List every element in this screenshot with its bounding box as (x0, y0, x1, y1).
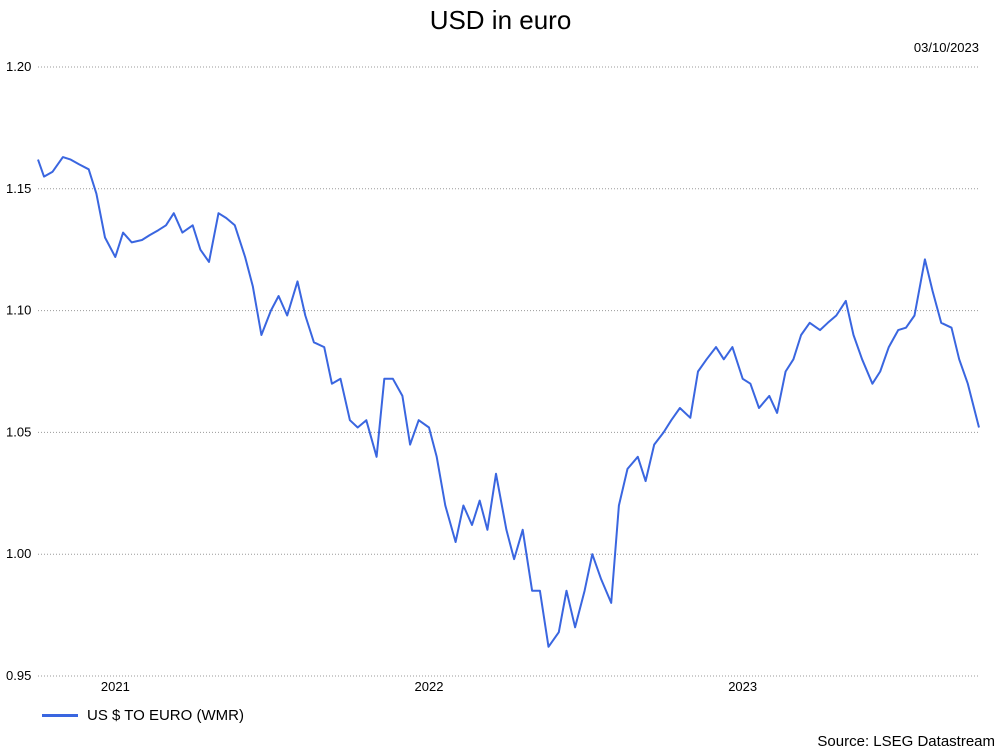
chart-date-label: 03/10/2023 (913, 40, 979, 55)
legend-swatch (42, 714, 78, 717)
y-tick-label: 1.05 (6, 424, 31, 439)
y-tick-label: 1.10 (6, 303, 31, 318)
x-tick-label: 2021 (101, 679, 130, 694)
legend: US $ TO EURO (WMR) (42, 707, 244, 724)
y-tick-label: 1.00 (6, 546, 31, 561)
source-note: Source: LSEG Datastream (817, 733, 995, 750)
gridlines (38, 66, 979, 677)
series-line (37, 156, 980, 648)
x-tick-label: 2023 (728, 679, 757, 694)
y-axis-ticks: 1.20 1.15 1.10 1.05 1.00 0.95 (6, 59, 31, 683)
x-axis-ticks: 2021 2022 2023 (101, 679, 757, 694)
chart-title: USD in euro (429, 5, 572, 35)
y-tick-label: 1.20 (6, 59, 31, 74)
y-tick-label: 0.95 (6, 668, 31, 683)
y-tick-label: 1.15 (6, 181, 31, 196)
series-layer (37, 156, 980, 648)
x-tick-label: 2022 (415, 679, 444, 694)
legend-label: US $ TO EURO (WMR) (87, 707, 244, 724)
